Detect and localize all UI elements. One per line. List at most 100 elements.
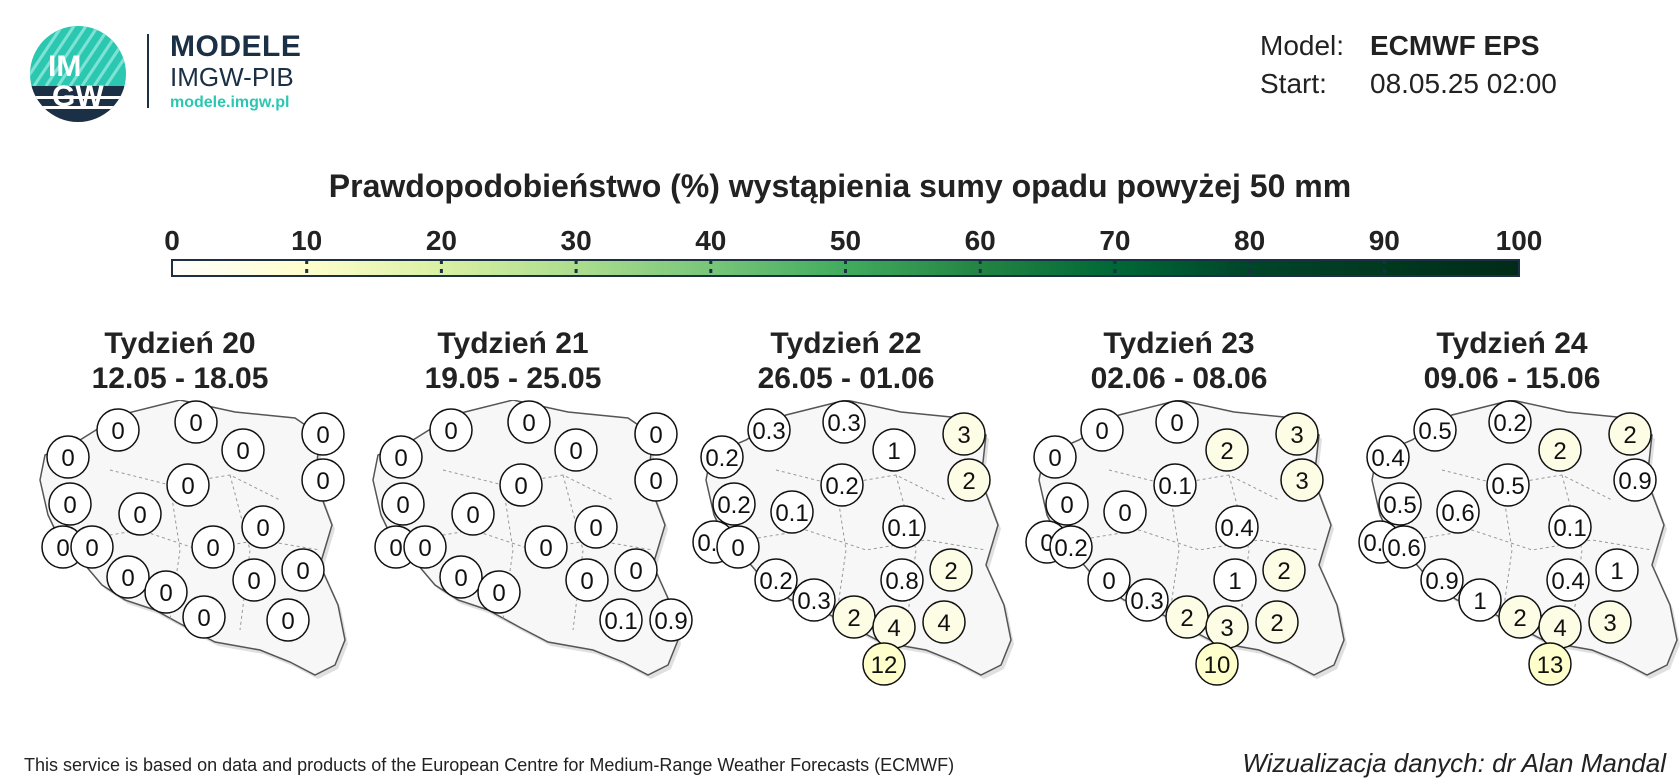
probability-value: 0.1 [1553, 515, 1586, 542]
colorbar: 0 10 20 30 40 50 60 70 80 90 100 [164, 225, 1542, 277]
probability-value: 0 [1048, 445, 1061, 472]
colorbar-tick-label: 40 [695, 225, 726, 256]
week-title: Tydzień 21 19.05 - 25.05 [363, 326, 663, 396]
colorbar-tick-label: 10 [291, 225, 322, 256]
probability-value: 0.3 [1130, 588, 1163, 615]
probability-marker [1033, 435, 1077, 479]
probability-marker [118, 492, 162, 536]
probability-value: 1 [1610, 558, 1623, 585]
probability-value: 2 [1553, 438, 1566, 465]
region-border [895, 474, 917, 631]
logo-url-link[interactable]: modele.imgw.pl [170, 94, 290, 111]
probability-marker [1080, 408, 1124, 452]
probability-marker [507, 400, 551, 444]
probability-marker [700, 435, 744, 479]
probability-value: 0 [522, 410, 535, 437]
probability-value: 0 [1102, 568, 1115, 595]
probability-marker [942, 412, 986, 456]
week-dates: 26.05 - 01.06 [757, 362, 935, 395]
probability-marker [1366, 435, 1410, 479]
probability-value: 2 [1513, 605, 1526, 632]
probability-marker [48, 482, 92, 526]
probability-value: 0 [466, 502, 479, 529]
probability-marker [1280, 458, 1324, 502]
probability-value: 0.9 [654, 608, 687, 635]
probability-marker [820, 463, 864, 507]
probability-marker [716, 525, 760, 569]
probability-value: 0.6 [1441, 500, 1474, 527]
region-border [775, 469, 947, 501]
region-border [412, 529, 654, 551]
probability-value: 0 [649, 422, 662, 449]
probability-marker [1125, 578, 1169, 622]
start-row: Start: 08.05.25 02:00 [1260, 68, 1557, 106]
probability-value: 2 [847, 605, 860, 632]
probability-marker [174, 400, 218, 444]
colorbar-tick-label: 30 [561, 225, 592, 256]
week-title: Tydzień 20 12.05 - 18.05 [30, 326, 330, 396]
probability-marker [770, 490, 814, 534]
probability-value: 0 [189, 410, 202, 437]
probability-marker [182, 595, 226, 639]
probability-value: 3 [1295, 468, 1308, 495]
probability-value: 0.6 [1387, 535, 1420, 562]
probability-value: 0 [444, 418, 457, 445]
probability-marker [266, 598, 310, 642]
probability-marker [1213, 558, 1257, 602]
region-border [745, 529, 987, 551]
probability-value: 0 [454, 565, 467, 592]
probability-marker [1195, 642, 1239, 686]
imgw-logo-icon: IM GW [30, 26, 126, 122]
model-row: Model: ECMWF EPS [1260, 30, 1557, 68]
probability-marker [1087, 558, 1131, 602]
probability-value: 0.8 [885, 568, 918, 595]
probability-value: 0 [281, 608, 294, 635]
probability-marker [1155, 400, 1199, 444]
week-name: Tydzień 22 [770, 327, 922, 360]
probability-value: 0 [396, 492, 409, 519]
probability-marker [46, 435, 90, 479]
probability-value: 0 [580, 568, 593, 595]
probability-marker [1548, 505, 1592, 549]
probability-value: 0 [389, 535, 402, 562]
probability-value: 0 [296, 558, 309, 585]
probability-value: 0.5 [1491, 473, 1524, 500]
probability-marker [922, 600, 966, 644]
probability-marker [1420, 558, 1464, 602]
logo-divider [147, 34, 149, 108]
probability-value: 0.2 [759, 568, 792, 595]
probability-value: 0 [629, 558, 642, 585]
model-label: Model: [1260, 30, 1345, 61]
probability-marker [1262, 548, 1306, 592]
probability-value: 0 [589, 515, 602, 542]
probability-marker [403, 525, 447, 569]
probability-value: 0.5 [1418, 418, 1451, 445]
week-name: Tydzień 20 [104, 327, 256, 360]
probability-value: 2 [944, 558, 957, 585]
probability-marker [166, 463, 210, 507]
probability-value: 0.4 [1551, 568, 1584, 595]
probability-marker [649, 598, 693, 642]
probability-marker [439, 555, 483, 599]
probability-marker [880, 558, 924, 602]
probability-marker [1045, 482, 1089, 526]
probability-value: 0.2 [717, 492, 750, 519]
probability-value: 4 [937, 610, 950, 637]
week-dates: 02.06 - 08.06 [1090, 362, 1268, 395]
probability-marker [1153, 463, 1197, 507]
probability-value: 2 [1220, 438, 1233, 465]
probability-marker [281, 548, 325, 592]
probability-value: 0.1 [604, 608, 637, 635]
probability-marker [221, 428, 265, 472]
probability-value: 0.3 [797, 588, 830, 615]
probability-marker [1436, 490, 1480, 534]
colorbar-tick-label: 90 [1369, 225, 1400, 256]
poland-map: 0.40.5 0.2 220.90.50.5 0.60.60.60.10.9 0.4 11… [1358, 400, 1680, 686]
probability-marker [524, 525, 568, 569]
probability-marker [1538, 428, 1582, 472]
probability-marker [379, 435, 423, 479]
probability-value: 0 [514, 473, 527, 500]
probability-value: 0.1 [887, 515, 920, 542]
region-border [562, 474, 584, 631]
